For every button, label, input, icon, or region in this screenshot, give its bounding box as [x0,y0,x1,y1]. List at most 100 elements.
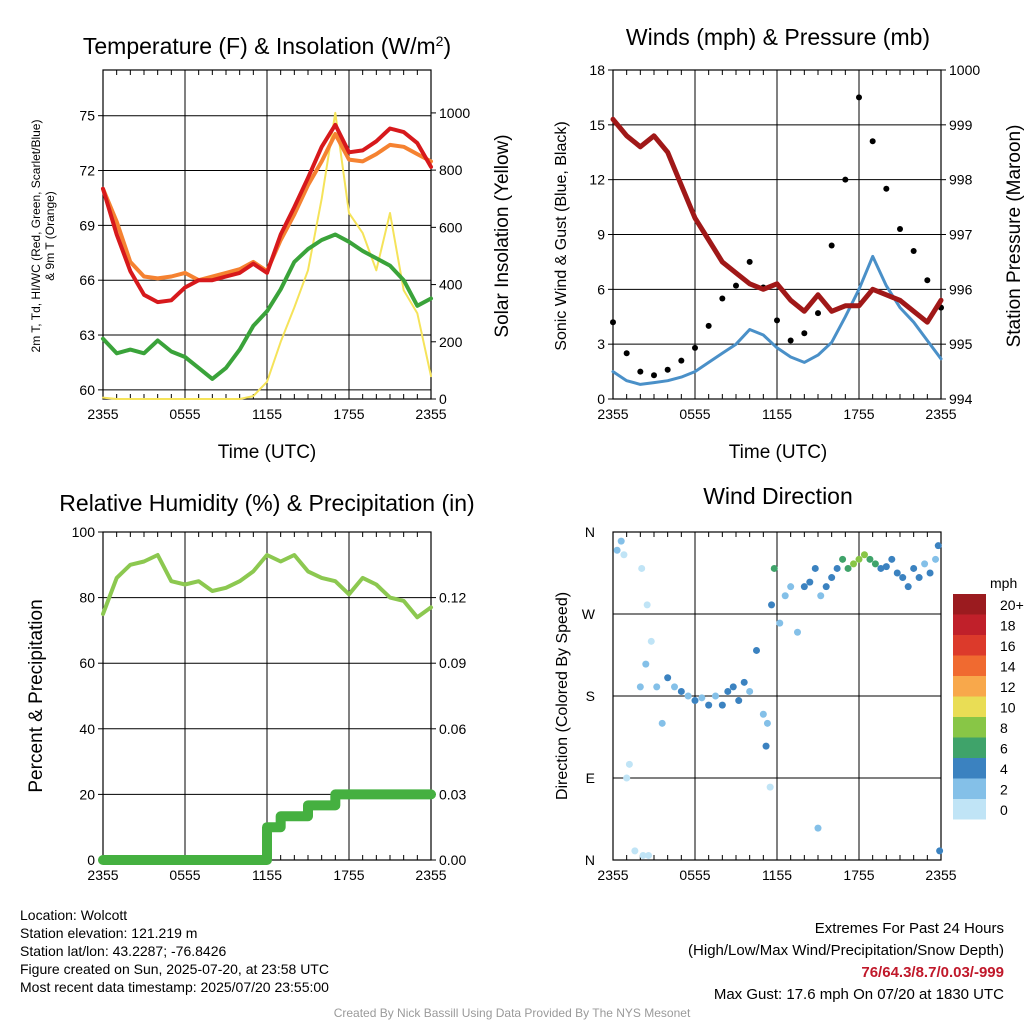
direction-point [828,574,836,582]
direction-point [910,564,918,572]
legend-title: mph [990,575,1017,591]
direction-y-tick-label: S [586,688,595,704]
gust-point [651,372,657,379]
legend-label: 0 [1000,802,1008,818]
gust-point [924,277,931,284]
direction-point [763,719,771,727]
rh-y-tick-label: 20 [79,786,95,802]
wind-y-tick-label: 15 [589,117,605,133]
direction-point [926,569,934,577]
legend-label: 18 [1000,618,1016,634]
direction-point [932,555,940,563]
temp-x-tick-label: 2355 [415,406,446,422]
direction-point [839,555,847,563]
direction-x-tick-label: 0555 [679,867,710,883]
direction-point [866,555,874,563]
elevation-text: Station elevation: 121.219 m [20,925,198,941]
direction-point [850,560,858,568]
wind-y-tick-label: 18 [589,62,605,78]
solar-y-tick-label: 600 [439,219,463,235]
winds-ylabel: Sonic Wind & Gust (Blue, Black) [553,121,570,350]
direction-point [768,601,776,609]
extremes-values: 76/64.3/8.7/0.03/-999 [861,964,1004,981]
pressure-ylabel: Station Pressure (Maroon) [1004,125,1024,348]
direction-point [698,694,706,702]
direction-point [833,564,841,572]
temperature-title: Temperature (F) & Insolation (W/m2) [83,33,451,59]
gust-point [883,185,890,192]
direction-point [746,687,754,695]
location-text: Location: Wolcott [20,907,128,923]
direction-point [893,569,901,577]
legend-label: 10 [1000,700,1016,716]
gust-point [692,344,698,351]
solar-y-tick-label: 0 [439,391,447,407]
direction-point [718,701,726,709]
dewpoint-series-line [101,232,433,381]
extremes-subheading: (High/Low/Max Wind/Precipitation/Snow De… [688,942,1004,959]
temp-frame [102,69,432,400]
precip-y-tick-label: 0.03 [439,786,466,802]
rh-x-tick-label: 2355 [415,867,446,883]
direction-point [653,683,661,691]
direction-point [817,592,825,600]
gust-point [733,282,739,289]
gust-point [787,337,794,344]
gust-point [746,258,753,265]
legend-label: 12 [1000,679,1016,695]
gust-point [637,368,644,375]
legend-swatch [953,594,986,615]
direction-point [691,697,699,705]
solar-y-tick-label: 1000 [439,105,470,121]
rh-x-tick-label: 1755 [333,867,364,883]
solar-y-tick-label: 200 [439,334,463,350]
direction-y-tick-label: W [582,606,596,622]
recent-data-text: Most recent data timestamp: 2025/07/20 2… [20,979,329,995]
direction-point [642,660,650,668]
legend-swatch [953,717,986,738]
direction-point [844,564,852,572]
rh-y-tick-label: 40 [79,721,95,737]
wind-y-tick-label: 9 [597,227,605,243]
direction-point [724,687,732,695]
rh-x-tick-label: 2355 [87,867,118,883]
gust-point [623,350,630,357]
direction-point [806,578,814,586]
direction-point [729,683,737,691]
direction-point [811,564,819,572]
direction-point [860,551,868,559]
direction-point [934,542,942,550]
rh-y-tick-label: 60 [79,655,95,671]
legend-swatch [953,655,986,676]
humidity-series-line [101,553,433,620]
direction-point [762,742,770,750]
direction-point [639,851,647,859]
direction-point [776,619,784,627]
solar-ylabel: Solar Insolation (Yellow) [492,134,513,337]
gust-point [869,138,876,145]
direction-x-tick-label: 1155 [762,867,792,883]
direction-point [740,678,748,686]
temp-y-tick-label: 66 [79,272,95,288]
winds-xlabel: Time (UTC) [729,442,828,463]
direction-point [904,583,912,591]
rh-x-tick-label: 0555 [169,867,200,883]
pressure-y-tick-label: 997 [949,227,973,243]
rh-y-tick-label: 0 [87,852,95,868]
temperature-ylabel-line1: 2m T, Td, HI/WC (Red, Green, Scarlet/Blu… [29,120,43,353]
direction-point [759,710,767,718]
direction-point [658,719,666,727]
direction-point [625,760,633,768]
precipitation-series-line [98,789,436,865]
direction-point [888,555,896,563]
direction-point [684,692,692,700]
direction-frame [612,531,942,861]
gust-point [856,94,862,101]
direction-point [766,783,774,791]
direction-x-tick-label: 2355 [597,867,628,883]
temp-x-tick-label: 2355 [87,406,118,422]
pressure-y-tick-label: 995 [949,336,973,352]
legend-swatch [953,676,986,697]
gust-point [678,357,685,364]
rh-y-tick-label: 100 [72,524,96,540]
